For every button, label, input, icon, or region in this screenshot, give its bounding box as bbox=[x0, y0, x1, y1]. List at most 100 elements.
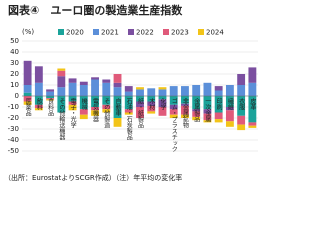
legend-label: 2021 bbox=[101, 29, 119, 37]
legend-swatch bbox=[128, 29, 134, 35]
bar bbox=[225, 85, 234, 96]
x-tick-label: ゴム・プラスチック bbox=[170, 97, 177, 152]
bar bbox=[147, 88, 156, 96]
x-tick-label: その他製造 bbox=[103, 98, 110, 129]
bar bbox=[79, 114, 88, 120]
bar bbox=[113, 82, 122, 88]
legend-swatch bbox=[163, 29, 169, 35]
legend-label: 2023 bbox=[171, 29, 189, 37]
bar bbox=[181, 96, 189, 104]
bar bbox=[248, 67, 257, 83]
x-tick-label: 電気機器 bbox=[92, 98, 99, 123]
bar bbox=[57, 96, 66, 113]
bar bbox=[57, 87, 66, 96]
bar bbox=[248, 96, 257, 123]
bar bbox=[68, 104, 77, 111]
bar bbox=[136, 87, 144, 90]
bar bbox=[237, 124, 246, 131]
bar bbox=[248, 122, 257, 126]
y-tick-label: 40 bbox=[10, 48, 19, 56]
bar bbox=[225, 121, 234, 127]
bar bbox=[147, 96, 156, 102]
bar bbox=[68, 82, 77, 96]
bar bbox=[91, 110, 99, 116]
y-tick-label: 30 bbox=[10, 59, 19, 67]
bar bbox=[203, 120, 212, 123]
y-tick-label: -40 bbox=[8, 136, 19, 144]
bar bbox=[192, 109, 201, 112]
bar bbox=[225, 96, 234, 107]
x-tick-label: 金属製品 bbox=[193, 97, 200, 123]
x-tick-label: その他輸送機器 bbox=[58, 98, 65, 141]
x-tick-label: 衣服 bbox=[238, 97, 245, 111]
bar bbox=[57, 68, 66, 71]
footnote: （出所：EurostatよりSCGR作成）（注）年平均の変化率 bbox=[4, 173, 182, 182]
bar bbox=[124, 96, 133, 110]
bar bbox=[169, 86, 178, 96]
bar bbox=[158, 87, 167, 90]
bar bbox=[192, 111, 201, 117]
bar bbox=[91, 107, 99, 111]
bar bbox=[91, 77, 99, 80]
bar bbox=[34, 82, 43, 96]
bar bbox=[68, 96, 77, 102]
bar bbox=[124, 112, 133, 115]
bar bbox=[147, 105, 156, 112]
bar bbox=[91, 96, 99, 107]
bar bbox=[46, 89, 55, 92]
bar bbox=[237, 74, 246, 85]
x-tick-label: 機械 bbox=[80, 97, 87, 111]
x-tick-label: 食料品 bbox=[47, 97, 54, 117]
x-tick-label: 繊維 bbox=[226, 97, 233, 111]
bar bbox=[237, 115, 246, 125]
legend-swatch bbox=[198, 29, 204, 35]
bar bbox=[158, 96, 167, 100]
bar bbox=[248, 125, 257, 128]
bar bbox=[102, 82, 111, 96]
bar bbox=[136, 101, 144, 107]
bar bbox=[225, 107, 234, 111]
bar bbox=[23, 85, 32, 93]
bar bbox=[158, 99, 167, 107]
bar bbox=[23, 101, 32, 105]
bar bbox=[147, 111, 156, 114]
y-tick-label: 10 bbox=[10, 81, 19, 89]
x-tick-label: 木材 bbox=[148, 97, 155, 110]
x-tick-label: 皮革 bbox=[249, 97, 256, 111]
bar bbox=[79, 109, 88, 115]
y-tick-label: -50 bbox=[8, 147, 19, 155]
bar bbox=[46, 96, 55, 99]
bar bbox=[79, 96, 88, 110]
bar bbox=[136, 107, 144, 118]
bar bbox=[181, 103, 189, 106]
bar bbox=[34, 66, 43, 83]
bar bbox=[169, 114, 178, 118]
bar bbox=[214, 119, 223, 123]
bar bbox=[113, 74, 122, 83]
bar bbox=[79, 85, 88, 96]
y-tick-label: 50 bbox=[10, 37, 19, 45]
bar bbox=[102, 109, 111, 113]
bar bbox=[203, 109, 212, 114]
bar bbox=[102, 104, 111, 110]
bar bbox=[169, 104, 178, 110]
x-tick-label: 一次金属 bbox=[204, 98, 211, 123]
bar bbox=[124, 86, 133, 92]
bar bbox=[147, 101, 156, 106]
x-tick-label: 紙・紙製品 bbox=[137, 97, 144, 129]
bar bbox=[181, 86, 189, 96]
x-tick-label: 化学 bbox=[159, 97, 166, 110]
bar bbox=[46, 91, 55, 96]
legend-swatch bbox=[58, 29, 64, 35]
y-tick-label: -10 bbox=[8, 103, 19, 111]
legend-label: 2022 bbox=[136, 29, 154, 37]
bar bbox=[214, 90, 223, 96]
y-tick-label: 0 bbox=[15, 92, 19, 100]
bar bbox=[192, 96, 201, 110]
x-tick-label: 飲料 bbox=[35, 97, 42, 111]
bar bbox=[237, 85, 246, 96]
y-tick-label: 20 bbox=[10, 70, 19, 78]
bar bbox=[169, 96, 178, 105]
bar bbox=[225, 110, 234, 122]
bar bbox=[91, 79, 99, 96]
